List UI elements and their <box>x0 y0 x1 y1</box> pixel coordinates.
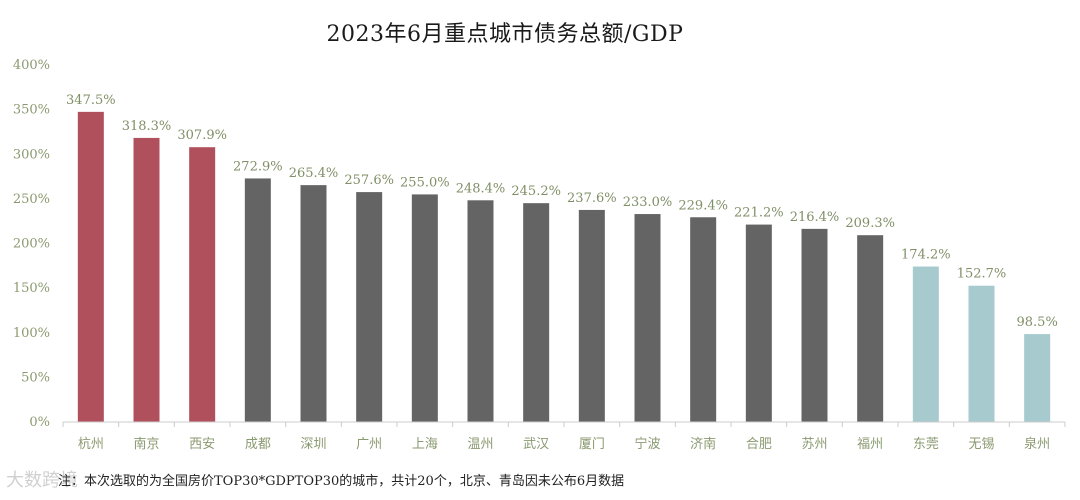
bar <box>133 137 160 423</box>
y-tick-label: 100% <box>13 326 50 341</box>
bar <box>411 194 438 422</box>
data-label: 98.5% <box>1017 315 1058 330</box>
bar <box>578 209 605 422</box>
data-label: 265.4% <box>289 166 339 181</box>
y-tick-label: 300% <box>13 147 50 162</box>
bar <box>1024 334 1051 422</box>
data-label: 233.0% <box>623 195 673 210</box>
x-tick-label: 苏州 <box>801 436 827 452</box>
bar <box>912 266 939 422</box>
bar <box>356 192 383 422</box>
bar <box>189 147 216 422</box>
x-tick-label: 宁波 <box>634 436 660 452</box>
chart-title: 2023年6月重点城市债务总额/GDP <box>326 22 684 47</box>
footnote: 注：本次选取的为全国房价TOP30*GDPTOP30的城市，共计20个，北京、青… <box>58 474 625 489</box>
y-tick-label: 350% <box>13 103 50 118</box>
x-tick-label: 东莞 <box>913 437 939 452</box>
x-tick-label: 西安 <box>189 437 215 452</box>
bar <box>634 214 661 422</box>
y-tick-label: 0% <box>29 415 50 430</box>
y-tick-label: 400% <box>13 58 50 73</box>
data-label: 347.5% <box>66 93 116 108</box>
x-tick-label: 上海 <box>412 437 438 452</box>
data-label: 318.3% <box>122 119 172 134</box>
x-tick-label: 无锡 <box>968 437 994 452</box>
y-tick-label: 200% <box>13 237 50 252</box>
x-tick-label: 广州 <box>356 437 382 452</box>
data-label: 245.2% <box>511 184 561 199</box>
data-label: 216.4% <box>790 210 840 225</box>
data-label: 272.9% <box>233 159 283 174</box>
x-tick-label: 济南 <box>690 436 716 452</box>
bar <box>523 203 550 422</box>
y-tick-label: 250% <box>13 192 50 207</box>
data-labels-group: 347.5% 318.3% 307.9% 272.9% 265.4% 257.6% 255.… <box>66 93 1058 330</box>
data-label: 221.2% <box>734 206 784 221</box>
data-label: 257.6% <box>344 173 394 188</box>
bars-group <box>77 111 1051 423</box>
y-tick-label: 50% <box>21 370 50 385</box>
data-label: 255.0% <box>400 175 450 190</box>
x-tick-label: 合肥 <box>746 437 772 452</box>
data-label: 152.7% <box>957 267 1007 282</box>
x-tick-label: 杭州 <box>78 437 104 452</box>
data-label: 307.9% <box>177 128 227 143</box>
x-tick-label: 南京 <box>133 436 159 452</box>
bar <box>467 200 494 422</box>
x-tick-label: 温州 <box>467 437 493 452</box>
data-label: 237.6% <box>567 191 617 206</box>
y-axis: 0% 50% 100% 150% 200% 250% 300% 350% 400% <box>13 58 50 430</box>
x-tick-label: 武汉 <box>523 437 549 452</box>
y-tick-label: 150% <box>13 281 50 296</box>
data-label: 174.2% <box>901 248 951 263</box>
bar <box>745 224 772 422</box>
bar <box>968 285 995 422</box>
x-tick-label: 厦门 <box>579 437 605 452</box>
x-tick-label: 福州 <box>857 437 883 452</box>
bar <box>300 185 327 422</box>
watermark: 大数跨境 <box>6 470 78 491</box>
bar <box>801 228 828 422</box>
x-tick-label: 深圳 <box>300 437 326 452</box>
x-tick-label: 泉州 <box>1024 436 1050 452</box>
data-label: 248.4% <box>456 181 506 196</box>
bar <box>857 235 884 422</box>
bar <box>77 111 104 423</box>
x-tick-label: 成都 <box>245 437 271 452</box>
data-label: 209.3% <box>845 216 895 231</box>
bar <box>244 178 271 422</box>
data-label: 229.4% <box>678 198 728 213</box>
x-axis: 杭州 南京 西安 成都 深圳 广州 上海 温州 武汉 厦门 宁波 济南 合肥 苏州 福州 东莞 无锡 泉州 <box>62 421 1066 452</box>
bar <box>690 217 717 422</box>
